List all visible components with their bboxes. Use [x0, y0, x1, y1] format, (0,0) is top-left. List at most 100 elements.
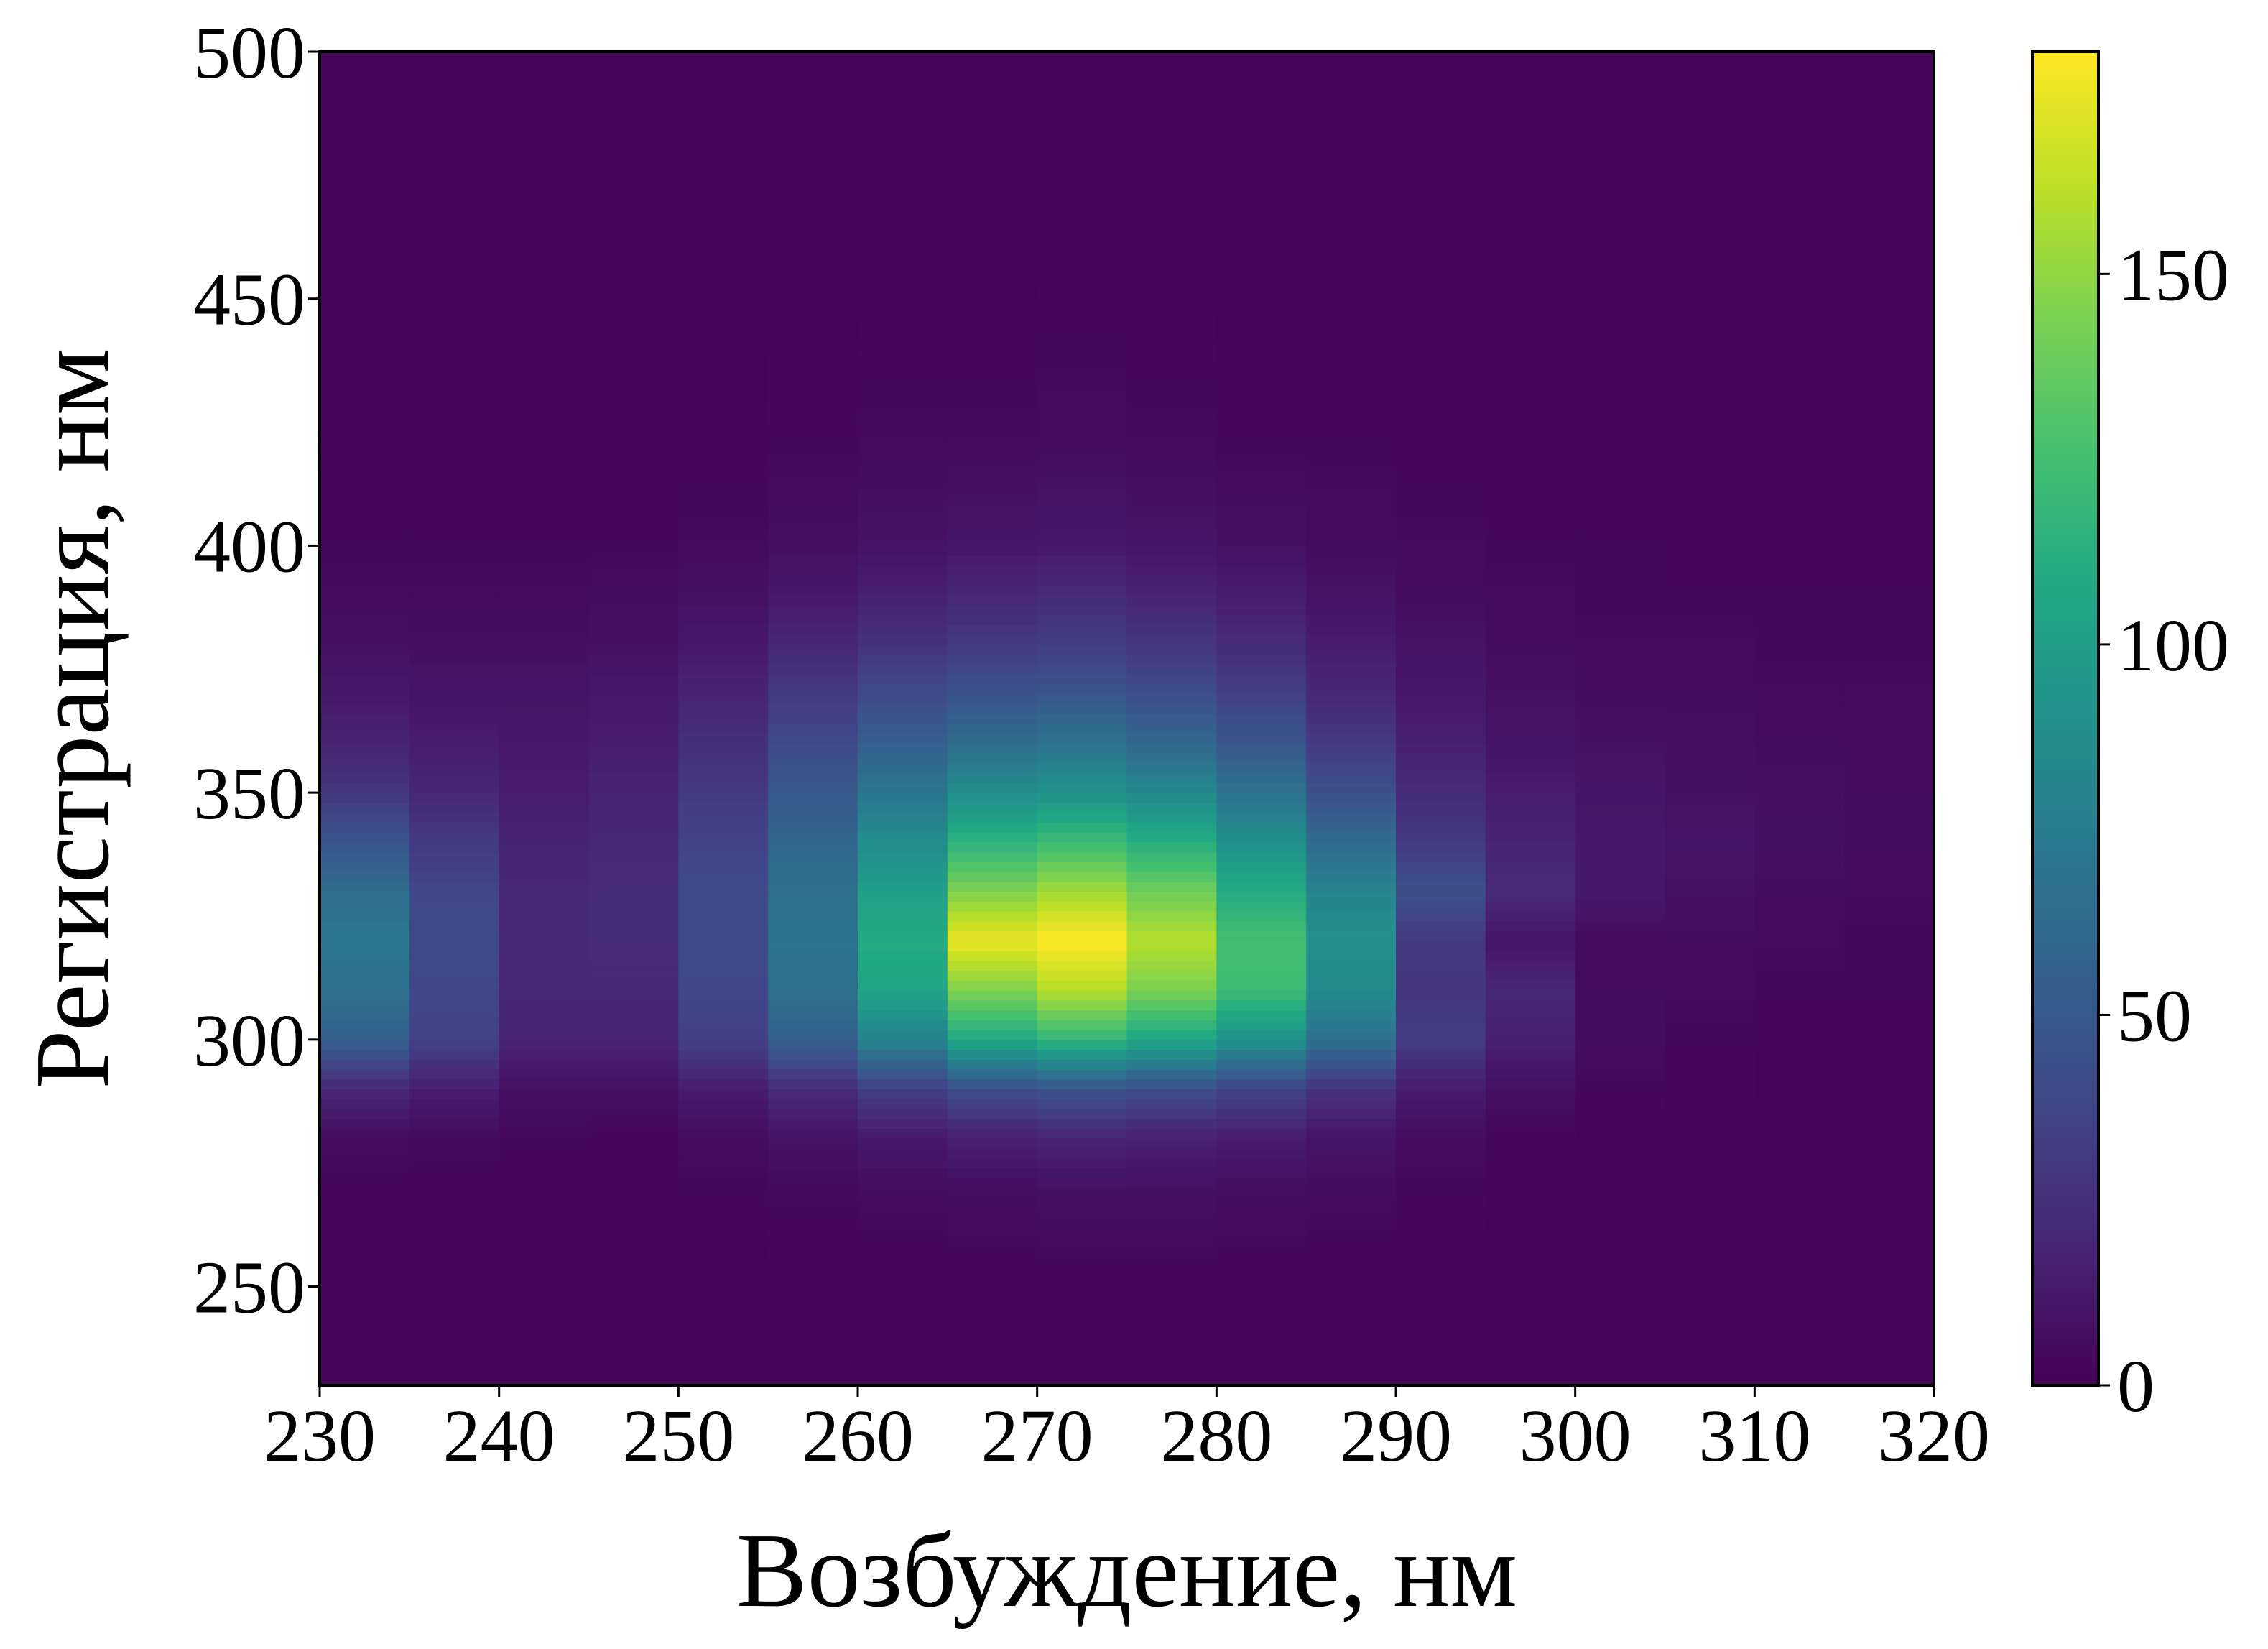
heatmap-cell — [499, 516, 590, 527]
heatmap-cell — [1396, 772, 1486, 783]
heatmap-cell — [409, 841, 500, 853]
heatmap-cell — [1306, 1049, 1397, 1060]
heatmap-cell — [1754, 812, 1845, 823]
heatmap-cell — [1485, 1010, 1576, 1020]
heatmap-cell — [1485, 733, 1576, 744]
heatmap-cell — [409, 1078, 500, 1090]
heatmap-cell — [499, 1207, 590, 1218]
heatmap-cell — [409, 872, 500, 882]
heatmap-cell — [678, 407, 769, 418]
heatmap-cell — [1485, 575, 1576, 586]
heatmap-cell — [1754, 525, 1845, 537]
heatmap-cell — [1485, 506, 1576, 517]
heatmap-cell — [1037, 1069, 1128, 1080]
heatmap-cell — [1396, 496, 1486, 507]
heatmap-cell — [678, 535, 769, 546]
heatmap-cell — [858, 703, 948, 714]
heatmap-cell — [768, 575, 858, 586]
heatmap-cell — [588, 703, 679, 714]
heatmap-cell — [588, 456, 679, 467]
heatmap-cell — [768, 516, 858, 527]
heatmap-cell — [1665, 466, 1755, 477]
heatmap-cell — [1216, 802, 1307, 813]
heatmap-cell — [320, 486, 410, 497]
heatmap-cell — [1665, 397, 1755, 408]
heatmap-cell — [678, 941, 769, 951]
heatmap-cell — [1485, 872, 1576, 882]
heatmap-cell — [1037, 407, 1128, 418]
heatmap-cell — [320, 437, 410, 448]
heatmap-cell — [1844, 762, 1935, 774]
heatmap-cell — [499, 762, 590, 774]
heatmap-cell — [588, 782, 679, 793]
heatmap-cell — [1575, 585, 1666, 596]
heatmap-cell — [1216, 1099, 1307, 1109]
heatmap-cell — [588, 634, 679, 645]
heatmap-cell — [947, 881, 1038, 892]
heatmap-cell — [1306, 1030, 1397, 1040]
heatmap-cell — [1396, 525, 1486, 537]
heatmap-cell — [409, 624, 500, 635]
heatmap-cell — [588, 743, 679, 754]
heatmap-cell — [1306, 348, 1397, 359]
heatmap-cell — [1306, 793, 1397, 803]
heatmap-cell — [588, 1039, 679, 1050]
heatmap-cell — [1216, 397, 1307, 408]
heatmap-cell — [409, 970, 500, 981]
heatmap-cell — [1665, 1059, 1755, 1070]
heatmap-cell — [768, 555, 858, 566]
heatmap-cell — [1665, 1109, 1755, 1119]
heatmap-cell — [409, 1188, 500, 1198]
heatmap-cell — [1665, 802, 1755, 813]
heatmap-cell — [588, 723, 679, 734]
heatmap-cell — [1216, 595, 1307, 606]
heatmap-cell — [1485, 753, 1576, 764]
heatmap-cell — [1216, 1039, 1307, 1050]
heatmap-cell — [947, 654, 1038, 665]
heatmap-cell — [1126, 1089, 1217, 1099]
heatmap-cell — [1396, 683, 1486, 695]
heatmap-cell — [1485, 1099, 1576, 1109]
heatmap-cell — [1844, 545, 1935, 556]
heatmap-cell — [858, 1158, 948, 1169]
heatmap-cell — [1844, 466, 1935, 477]
heatmap-cell — [409, 901, 500, 912]
heatmap-cell — [1665, 456, 1755, 467]
heatmap-cell — [1575, 862, 1666, 872]
heatmap-cell — [1216, 348, 1307, 359]
heatmap-cell — [409, 1059, 500, 1070]
heatmap-cell — [1306, 496, 1397, 507]
heatmap-cell — [1126, 525, 1217, 537]
heatmap-cell — [1126, 595, 1217, 606]
heatmap-cell — [1306, 832, 1397, 843]
heatmap-cell — [947, 851, 1038, 862]
heatmap-cell — [1037, 496, 1128, 507]
heatmap-cell — [1575, 772, 1666, 783]
heatmap-cell — [858, 1188, 948, 1198]
heatmap-cell — [1216, 733, 1307, 744]
heatmap-cell — [1575, 782, 1666, 793]
heatmap-cells — [320, 52, 1935, 1385]
heatmap-cell — [947, 1049, 1038, 1060]
heatmap-cell — [1396, 793, 1486, 803]
heatmap-cell — [1396, 1020, 1486, 1030]
heatmap-cell — [678, 862, 769, 872]
heatmap-cell — [1126, 901, 1217, 912]
colorbar-tick-label: 100 — [2117, 604, 2229, 687]
heatmap-cell — [1037, 328, 1128, 339]
heatmap-cell — [768, 723, 858, 734]
heatmap-cell — [1126, 980, 1217, 991]
heatmap-cell — [1216, 1010, 1307, 1020]
heatmap-cell — [1485, 1197, 1576, 1209]
heatmap-cell — [1844, 634, 1935, 645]
heatmap-cell — [678, 990, 769, 1001]
heatmap-cell — [1126, 1010, 1217, 1020]
heatmap-cell — [320, 812, 410, 823]
heatmap-cell — [858, 377, 948, 388]
heatmap-cell — [588, 713, 679, 724]
heatmap-cell — [1665, 743, 1755, 754]
heatmap-cell — [1216, 565, 1307, 576]
x-tick-label: 320 — [1878, 1395, 1990, 1477]
